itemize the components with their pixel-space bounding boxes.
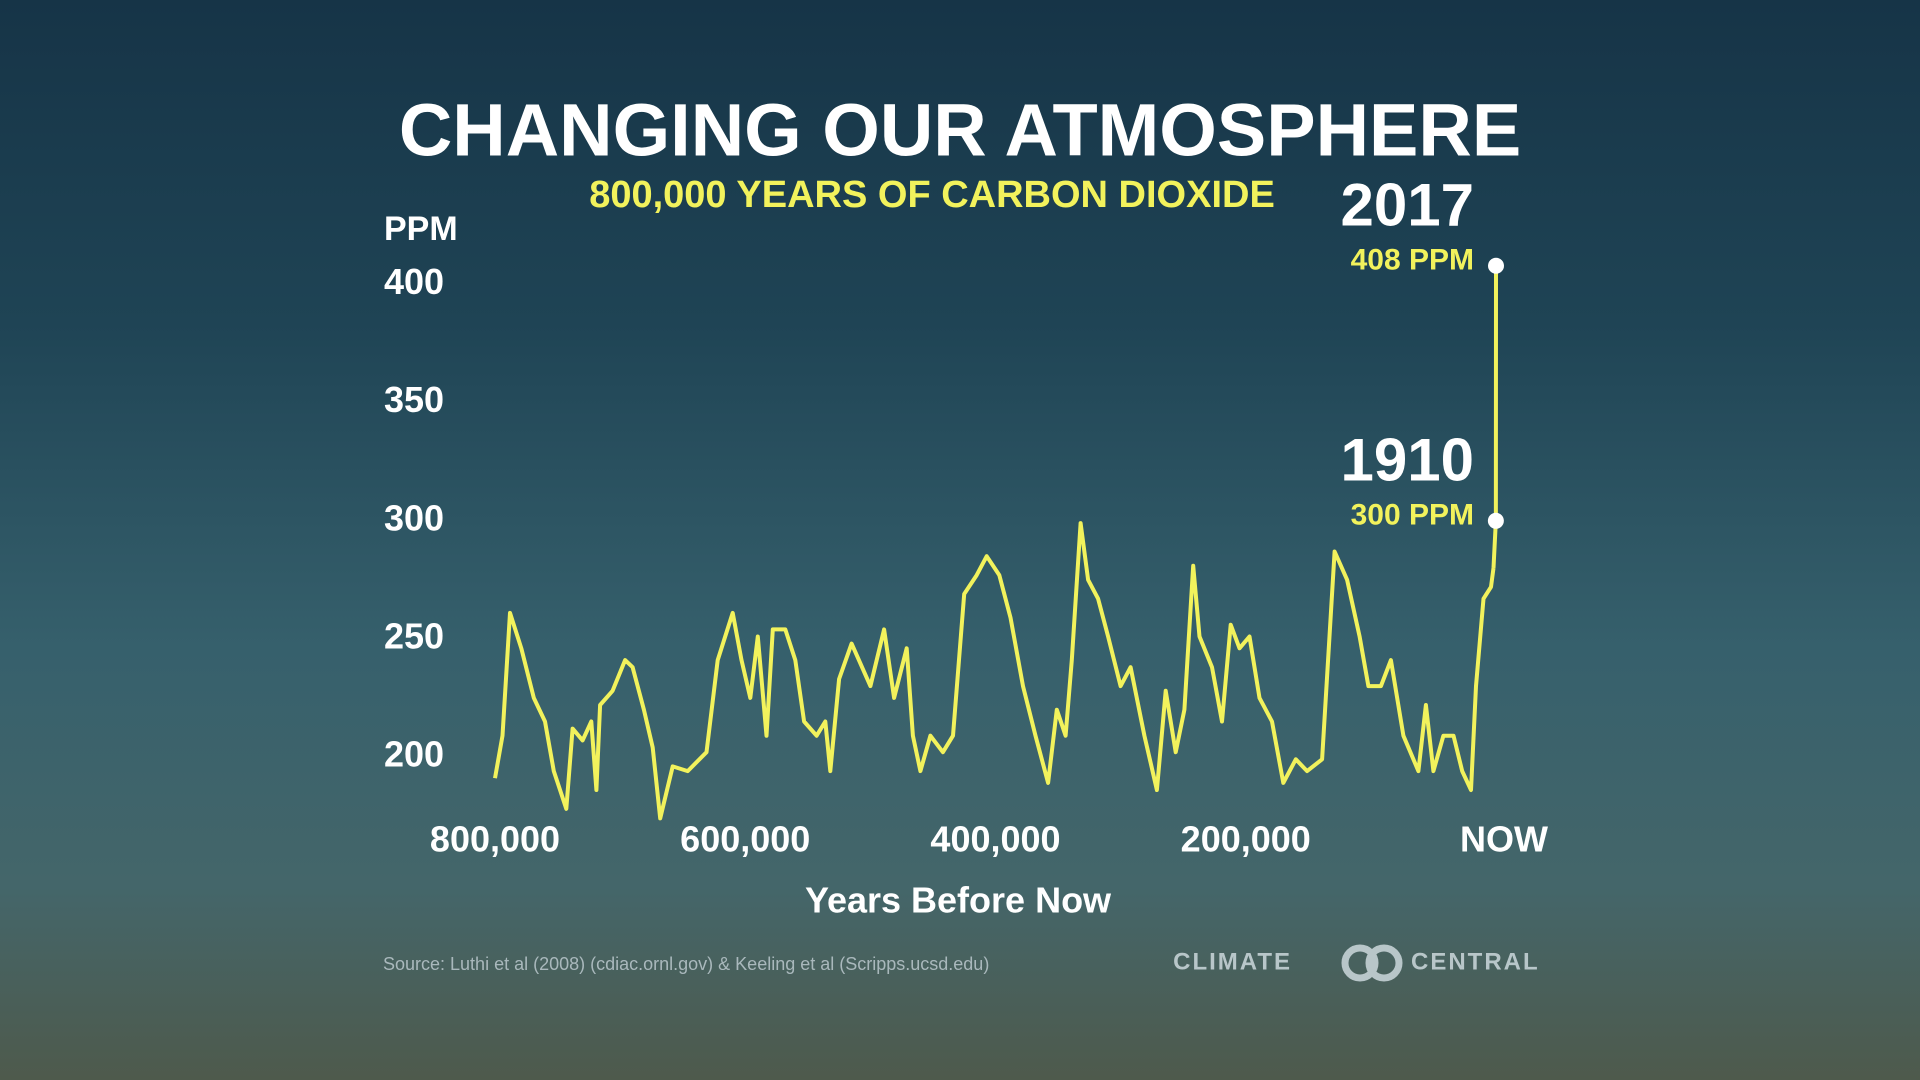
x-tick-label: 200,000 [1181,819,1311,860]
logo-ring [1341,944,1379,982]
logo-text: CLIMATE [1173,948,1292,975]
y-tick-label: 250 [384,615,444,656]
y-tick-label: 400 [384,261,444,302]
annotation-year: 1910 [1341,427,1474,494]
co2-line [493,521,1496,821]
annotation-dot [1487,512,1504,529]
x-tick-label: 400,000 [930,819,1060,860]
y-axis-label: PPM [384,210,458,248]
y-tick-label: 350 [384,379,444,420]
annotation-value: 408 PPM [1351,244,1474,277]
annotation-year: 2017 [1341,172,1474,239]
logo-text: CENTRAL [1411,948,1540,975]
chart-title: CHANGING OUR ATMOSPHERE [399,89,1521,172]
annotation-value: 300 PPM [1351,499,1474,532]
x-tick-label: NOW [1460,819,1548,860]
annotation-dot [1488,257,1504,274]
logo: CLIMATE CENTRAL [1173,944,1540,982]
chart-subtitle: 800,000 YEARS OF CARBON DIOXIDE [589,174,1275,216]
y-tick-label: 200 [384,733,444,774]
x-tick-label: 800,000 [430,819,560,860]
x-axis-label: Years Before Now [805,880,1112,921]
logo-ring [1365,944,1403,982]
x-tick-label: 600,000 [680,819,810,860]
y-tick-label: 300 [384,497,444,538]
source-note: Source: Luthi et al (2008) (cdiac.ornl.g… [383,954,989,974]
